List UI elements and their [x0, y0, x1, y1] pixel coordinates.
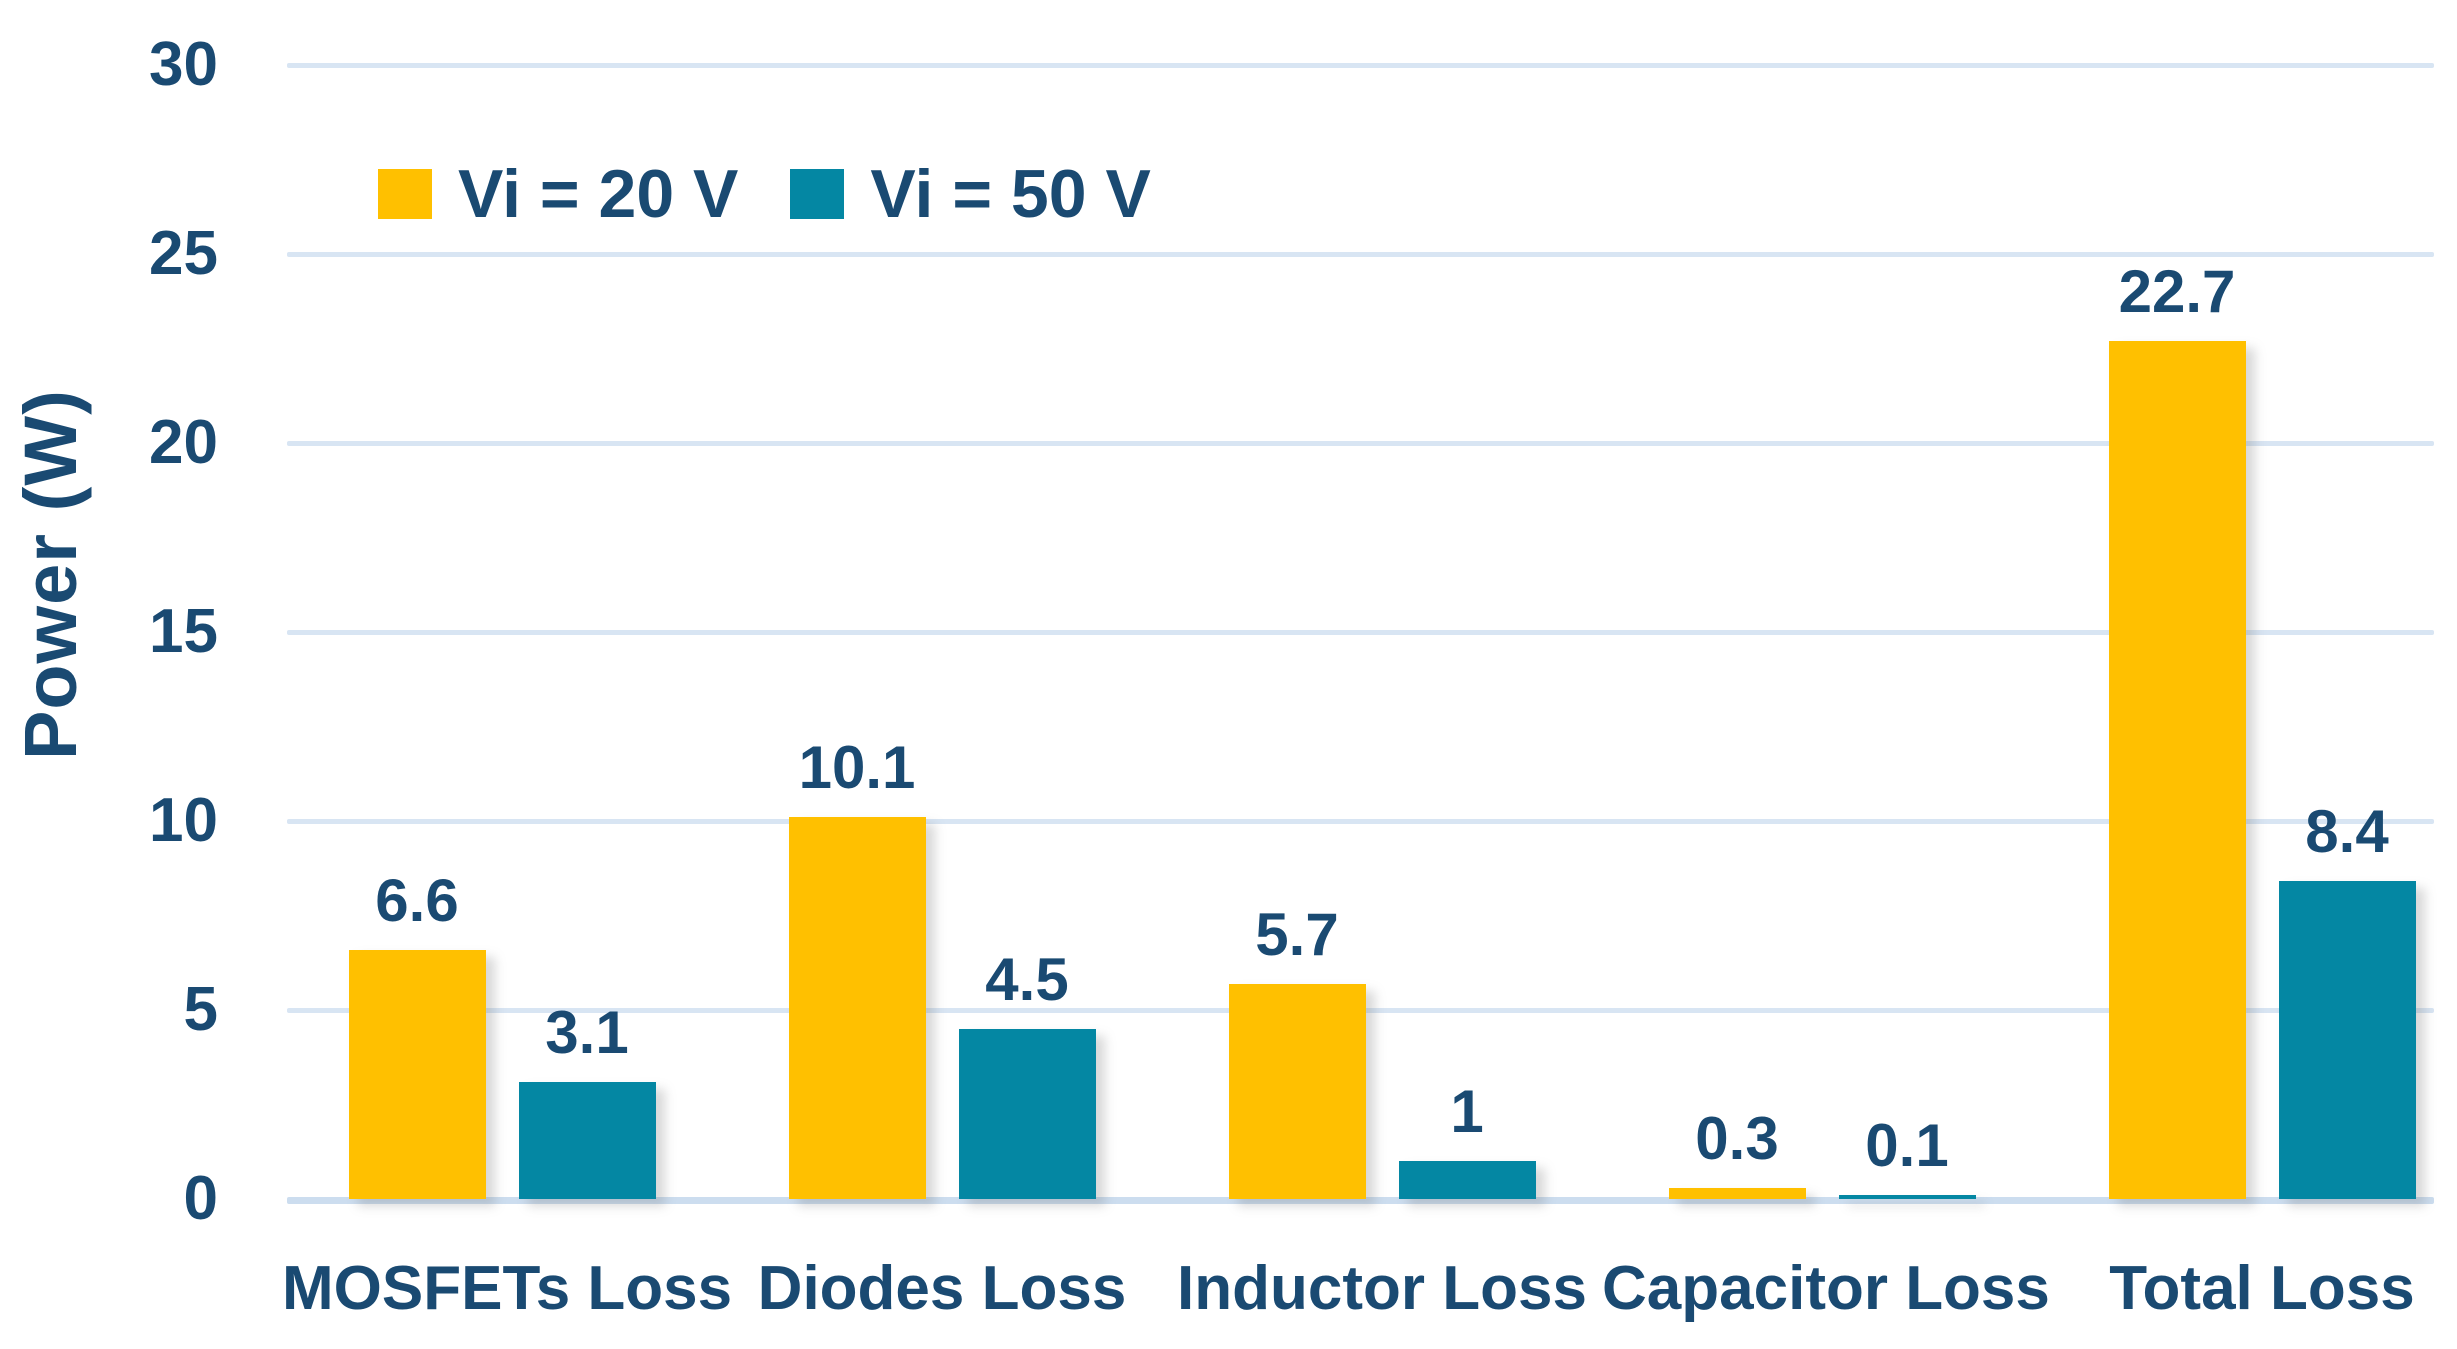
legend-label: Vi = 50 V	[870, 156, 1151, 232]
bar-value-label: 22.7	[2118, 258, 2236, 325]
legend-label: Vi = 20 V	[458, 156, 739, 232]
bar-value-label: 1	[1450, 1078, 1484, 1145]
legend-item: Vi = 20 V	[378, 155, 738, 233]
bar-value-label: 5.7	[1255, 901, 1339, 968]
x-axis-label: Total Loss	[2109, 1254, 2415, 1323]
bar-vi20-inductor-loss	[1228, 984, 1366, 1199]
y-tick-label: 25	[149, 219, 218, 288]
y-tick-label: 0	[183, 1164, 218, 1233]
bar-value-label: 6.6	[375, 867, 459, 934]
legend-swatch-icon	[790, 169, 845, 219]
legend-swatch-icon	[378, 169, 432, 219]
x-axis-label: Inductor Loss	[1177, 1254, 1587, 1323]
x-axis-label: Capacitor Loss	[1602, 1254, 2050, 1323]
bar-value-label: 4.5	[985, 946, 1069, 1013]
gridline	[287, 819, 2434, 824]
bar-vi20-capacitor-loss	[1668, 1188, 1806, 1199]
bar-vi20-mosfets-loss	[348, 950, 486, 1199]
legend-item: Vi = 50 V	[790, 155, 1151, 233]
bar-vi50-diodes-loss	[958, 1029, 1096, 1199]
gridline	[287, 630, 2434, 635]
x-axis-label: MOSFETs Loss	[282, 1254, 733, 1323]
gridline	[287, 63, 2434, 68]
gridline	[287, 252, 2434, 257]
y-tick-label: 20	[149, 408, 218, 477]
bar-vi50-capacitor-loss	[1838, 1195, 1976, 1199]
bar-vi20-total-loss	[2108, 341, 2246, 1199]
bar-value-label: 8.4	[2305, 798, 2389, 865]
bar-vi20-diodes-loss	[788, 817, 926, 1199]
y-tick-label: 5	[183, 975, 218, 1044]
y-tick-label: 30	[149, 30, 218, 99]
gridline	[287, 441, 2434, 446]
legend: Vi = 20 V Vi = 50 V	[378, 155, 1151, 233]
bar-value-label: 10.1	[798, 734, 916, 801]
bar-value-label: 3.1	[545, 999, 629, 1066]
x-axis-baseline	[287, 1197, 2434, 1204]
x-axis-label: Diodes Loss	[757, 1254, 1127, 1323]
bar-vi50-mosfets-loss	[518, 1082, 656, 1199]
y-tick-label: 10	[149, 786, 218, 855]
bar-value-label: 0.3	[1695, 1105, 1779, 1172]
y-tick-label: 15	[149, 597, 218, 666]
bar-vi50-total-loss	[2278, 881, 2416, 1199]
bar-vi50-inductor-loss	[1398, 1161, 1536, 1199]
bar-value-label: 0.1	[1865, 1112, 1949, 1179]
